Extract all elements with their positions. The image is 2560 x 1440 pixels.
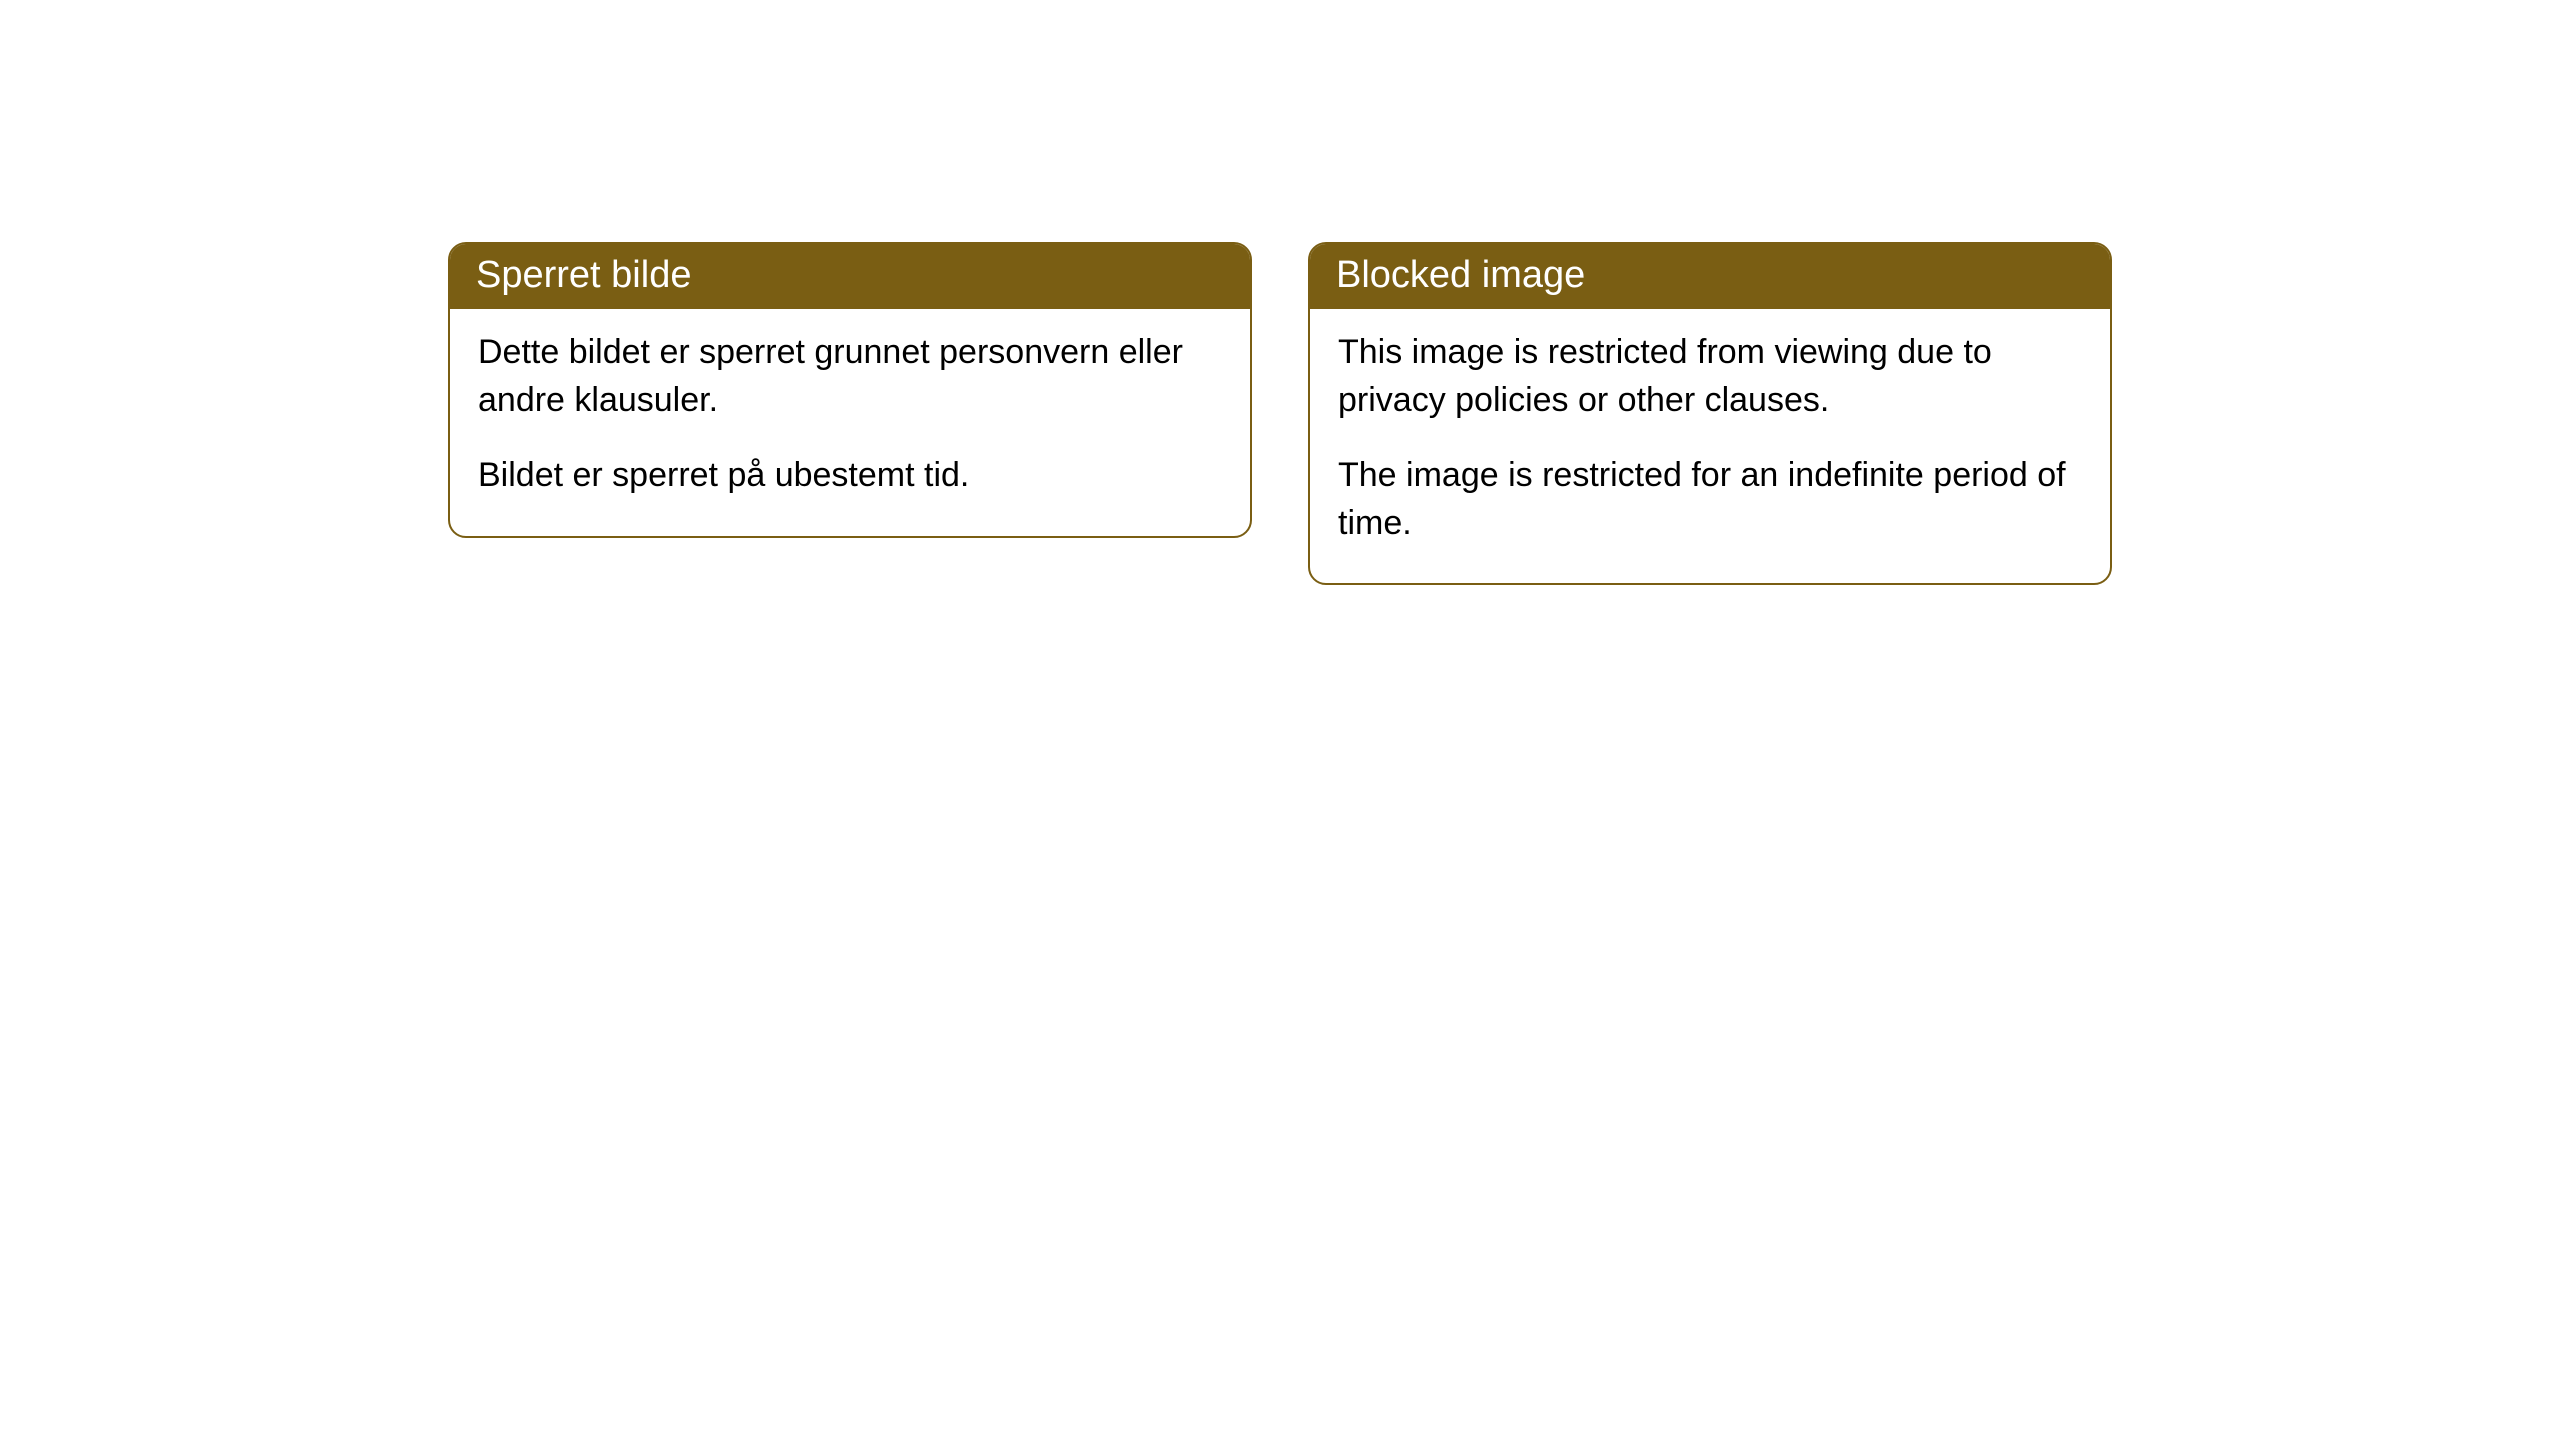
card-header-english: Blocked image: [1310, 244, 2110, 309]
card-header-norwegian: Sperret bilde: [450, 244, 1250, 309]
notice-text-english-2: The image is restricted for an indefinit…: [1338, 452, 2082, 547]
blocked-image-card-norwegian: Sperret bilde Dette bildet er sperret gr…: [448, 242, 1252, 538]
card-body-norwegian: Dette bildet er sperret grunnet personve…: [450, 309, 1250, 536]
notice-text-norwegian-1: Dette bildet er sperret grunnet personve…: [478, 329, 1222, 424]
card-body-english: This image is restricted from viewing du…: [1310, 309, 2110, 583]
card-title-english: Blocked image: [1336, 254, 1585, 296]
notice-text-english-1: This image is restricted from viewing du…: [1338, 329, 2082, 424]
card-title-norwegian: Sperret bilde: [476, 254, 691, 296]
notice-container: Sperret bilde Dette bildet er sperret gr…: [448, 242, 2112, 1440]
blocked-image-card-english: Blocked image This image is restricted f…: [1308, 242, 2112, 585]
notice-text-norwegian-2: Bildet er sperret på ubestemt tid.: [478, 452, 1222, 500]
